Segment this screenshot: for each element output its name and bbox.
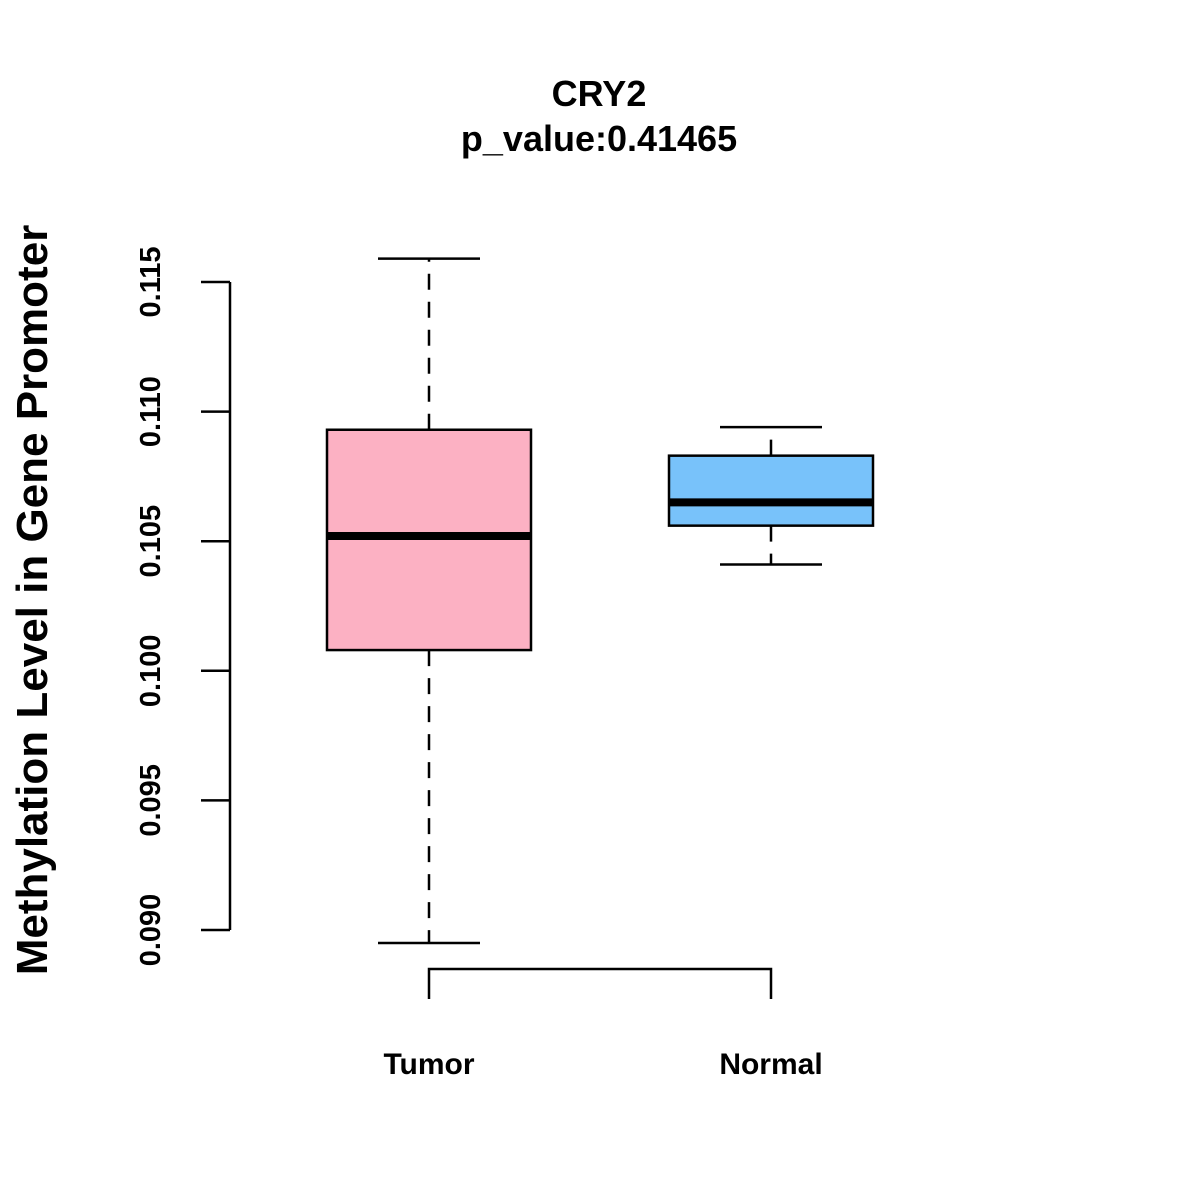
y-tick-label: 0.090 <box>135 894 167 967</box>
y-axis-label: Methylation Level in Gene Promoter <box>8 225 57 976</box>
y-tick-label: 0.115 <box>135 247 167 318</box>
iqr-box <box>667 454 875 527</box>
x-category-label: Normal <box>719 1048 822 1081</box>
y-axis: 0.090 0.095 0.100 0.105 0.110 0.115 <box>135 247 232 967</box>
box-tumor <box>325 257 533 945</box>
chart-subtitle: p_value:0.41465 <box>461 118 737 159</box>
box-group <box>325 257 875 945</box>
x-axis-labels: Tumor Normal <box>383 1048 822 1081</box>
comparison-bracket <box>427 967 773 999</box>
y-tick-label: 0.105 <box>135 505 167 578</box>
y-tick-label: 0.095 <box>135 764 167 837</box>
y-tick-label: 0.110 <box>135 376 167 447</box>
bracket-line <box>427 967 773 999</box>
y-tick-label: 0.100 <box>135 635 167 708</box>
chart-title: CRY2 <box>552 73 647 114</box>
x-category-label: Tumor <box>383 1048 474 1081</box>
box-normal <box>667 425 875 566</box>
